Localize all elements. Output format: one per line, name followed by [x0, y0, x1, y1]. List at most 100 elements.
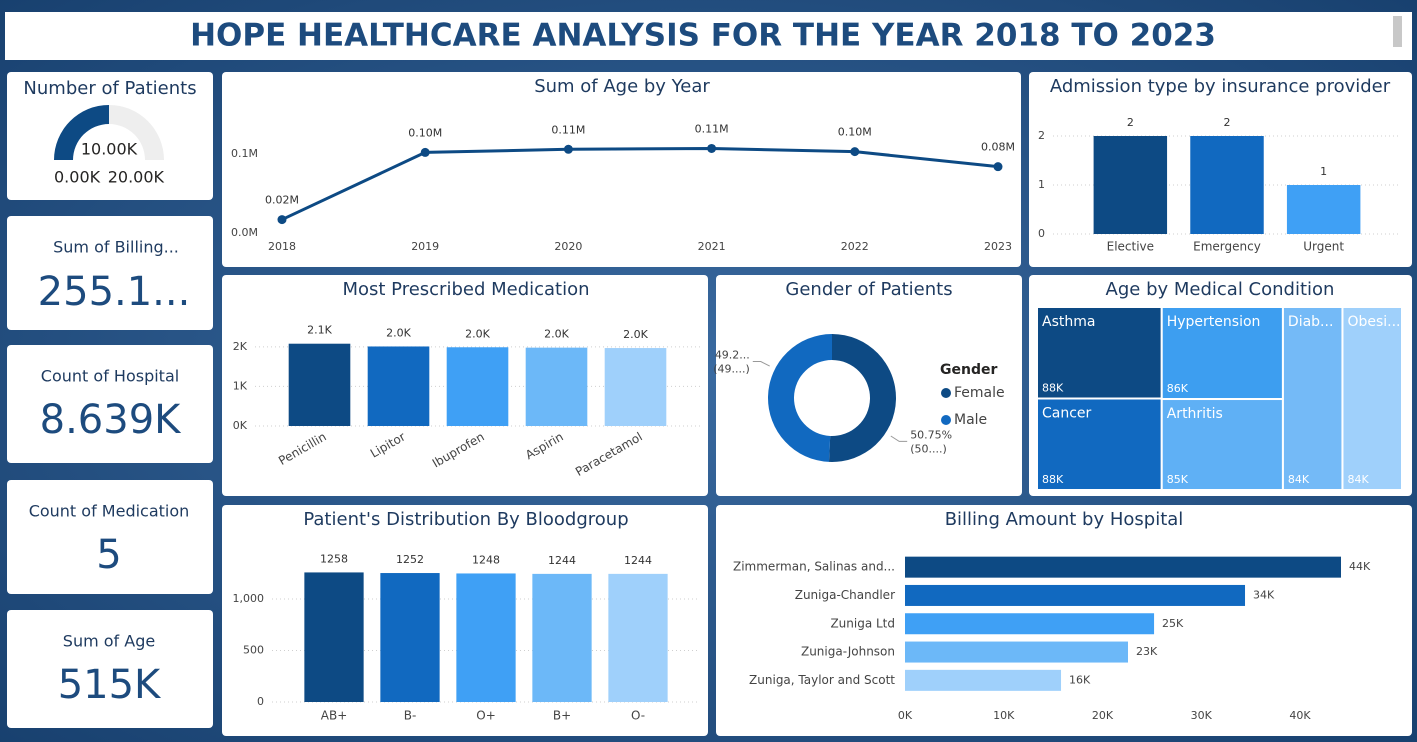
x-tick-label: 10K: [993, 709, 1015, 722]
chart-title: Admission type by insurance provider: [1050, 76, 1391, 97]
card-label: Sum of Billing...: [53, 238, 179, 257]
y-tick-label: 0: [257, 695, 264, 708]
y-tick-label: Zuniga-Johnson: [801, 645, 895, 659]
card: [7, 480, 213, 594]
y-tick-label: Zuniga, Taylor and Scott: [749, 673, 895, 687]
data-label: 2.0K: [386, 326, 411, 339]
data-label: 44K: [1349, 560, 1371, 573]
card-value: 5: [96, 532, 121, 578]
x-tick-label: O+: [476, 709, 496, 723]
data-label: 1258: [320, 552, 348, 565]
data-label: 2: [1224, 116, 1231, 129]
x-tick-label: 40K: [1289, 709, 1311, 722]
y-tick-label: 0K: [233, 419, 248, 432]
y-tick-label: 1,000: [233, 592, 265, 605]
x-tick-label: 2023: [984, 240, 1012, 253]
data-label: 0.11M: [695, 122, 729, 135]
y-tick-label: 0.1M: [231, 147, 258, 160]
bar: [380, 573, 440, 702]
bar: [532, 573, 592, 702]
tile-label: Hypertension: [1167, 314, 1261, 330]
dashboard-title: HOPE HEALTHCARE ANALYSIS FOR THE YEAR 20…: [190, 18, 1216, 54]
line: [281, 146, 999, 221]
x-tick-label: AB+: [321, 709, 348, 723]
x-tick-label: 20K: [1092, 709, 1114, 722]
x-tick-label: O-: [631, 709, 645, 723]
y-tick-label: Zuniga-Chandler: [795, 588, 895, 602]
x-tick-label: 2020: [554, 240, 582, 253]
x-tick-label: B-: [404, 709, 417, 723]
data-label: 1244: [624, 554, 652, 567]
card-label: Count of Medication: [29, 502, 190, 521]
bar: [456, 573, 516, 702]
point: [277, 215, 287, 225]
y-tick-label: Zimmerman, Salinas and...: [733, 560, 895, 574]
y-tick-label: Zuniga Ltd: [830, 616, 895, 630]
gauge-value: [54, 105, 109, 160]
bar: [905, 669, 1062, 691]
bar: [367, 346, 430, 426]
bar: [1286, 185, 1361, 234]
y-tick-label: 500: [243, 644, 264, 657]
card: [7, 72, 213, 200]
treemap-tile: [1160, 398, 1284, 492]
card: [7, 216, 213, 330]
data-label: 1248: [472, 553, 500, 566]
leader-line: [752, 361, 770, 367]
x-tick-label: Urgent: [1303, 240, 1344, 254]
data-label: 25K: [1162, 617, 1184, 630]
legend-title: Gender: [940, 362, 997, 378]
header: [5, 12, 1412, 60]
bar: [608, 573, 668, 702]
tile-value: 84K: [1347, 473, 1369, 486]
x-tick-label: 2019: [411, 240, 439, 253]
chart-title: Billing Amount by Hospital: [945, 509, 1184, 530]
x-tick-label: Elective: [1107, 240, 1154, 254]
scroll-thumb[interactable]: [1393, 16, 1402, 47]
data-label: 2.0K: [465, 327, 490, 340]
y-tick-label: 2K: [233, 340, 248, 353]
data-label: 34K: [1253, 588, 1275, 601]
x-tick-label: 0K: [898, 709, 913, 722]
tile-label: Asthma: [1042, 314, 1095, 330]
tile-value: 84K: [1288, 473, 1310, 486]
point: [420, 147, 430, 157]
y-tick-label: 0: [1038, 227, 1045, 240]
donut-segment: [768, 334, 832, 462]
gauge-tick-label: 0.00K: [54, 168, 101, 187]
data-label: 2.0K: [623, 328, 648, 341]
data-label: 16K: [1069, 673, 1091, 686]
bar: [1190, 136, 1264, 234]
legend-label: Female: [954, 385, 1005, 401]
data-sublabel: (49....): [713, 363, 750, 376]
bar: [304, 572, 364, 702]
gauge-label: 10.00K: [81, 140, 138, 159]
treemap-tile: [1036, 397, 1163, 491]
card: [7, 345, 213, 463]
data-label: 0.02M: [265, 194, 299, 207]
data-label: 23K: [1136, 645, 1158, 658]
card-label: Count of Hospital: [41, 367, 179, 386]
data-label: 1244: [548, 554, 576, 567]
bar: [905, 556, 1342, 578]
leader-line: [890, 435, 908, 442]
point: [563, 144, 573, 154]
chart-title: Sum of Age by Year: [534, 76, 710, 97]
bar: [446, 347, 509, 426]
data-label: 49.2...: [715, 349, 750, 362]
chart-title: Age by Medical Condition: [1106, 279, 1335, 300]
tile-value: 85K: [1167, 473, 1189, 486]
bar: [1093, 136, 1168, 234]
tile-value: 88K: [1042, 473, 1064, 486]
data-label: 2: [1127, 116, 1134, 129]
chart-title: Patient's Distribution By Bloodgroup: [303, 509, 628, 530]
card-title: Number of Patients: [23, 78, 196, 99]
data-label: 1252: [396, 553, 424, 566]
bar: [525, 347, 588, 426]
x-tick-label: Emergency: [1193, 240, 1261, 254]
x-tick-label: 2021: [698, 240, 726, 253]
x-tick-label: 2018: [268, 240, 296, 253]
chart-title: Most Prescribed Medication: [342, 279, 589, 300]
tile-label: Cancer: [1042, 406, 1092, 422]
card: [7, 610, 213, 728]
